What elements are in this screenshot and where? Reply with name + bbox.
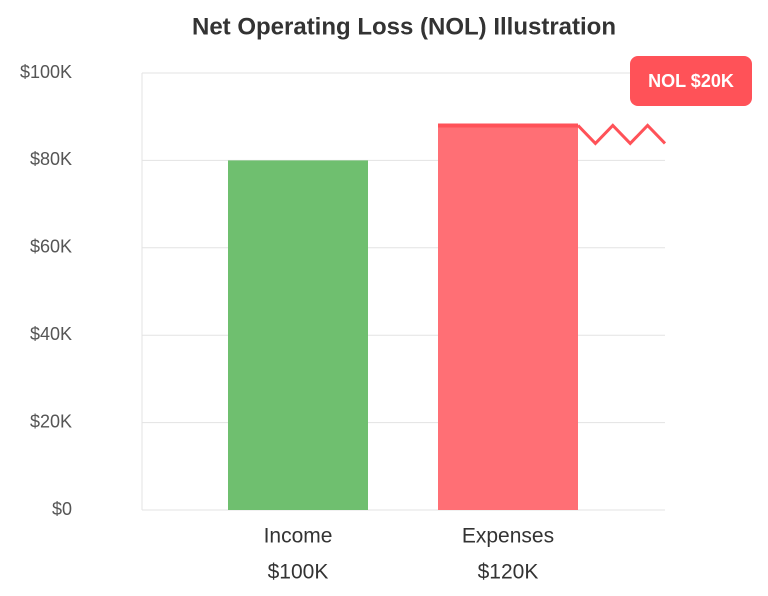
y-tick-label: $100K (20, 62, 72, 82)
y-tick-label: $40K (30, 324, 72, 344)
loss-zigzag (576, 123, 667, 146)
category-amount: $120K (478, 561, 539, 584)
annotation-box (630, 56, 752, 106)
bar (438, 125, 578, 510)
y-tick-label: $0 (52, 499, 72, 519)
x-tick-label: Expenses (462, 525, 554, 548)
bar (228, 160, 368, 510)
y-tick-label: $20K (30, 411, 72, 431)
category-amount: $100K (268, 561, 329, 584)
annotation: NOL $20K (648, 71, 734, 91)
chart-title: Net Operating Loss (NOL) Illustration (192, 13, 616, 40)
x-tick-label: Income (264, 525, 333, 548)
y-tick-label: $60K (30, 237, 72, 257)
y-tick-label: $80K (30, 149, 72, 169)
